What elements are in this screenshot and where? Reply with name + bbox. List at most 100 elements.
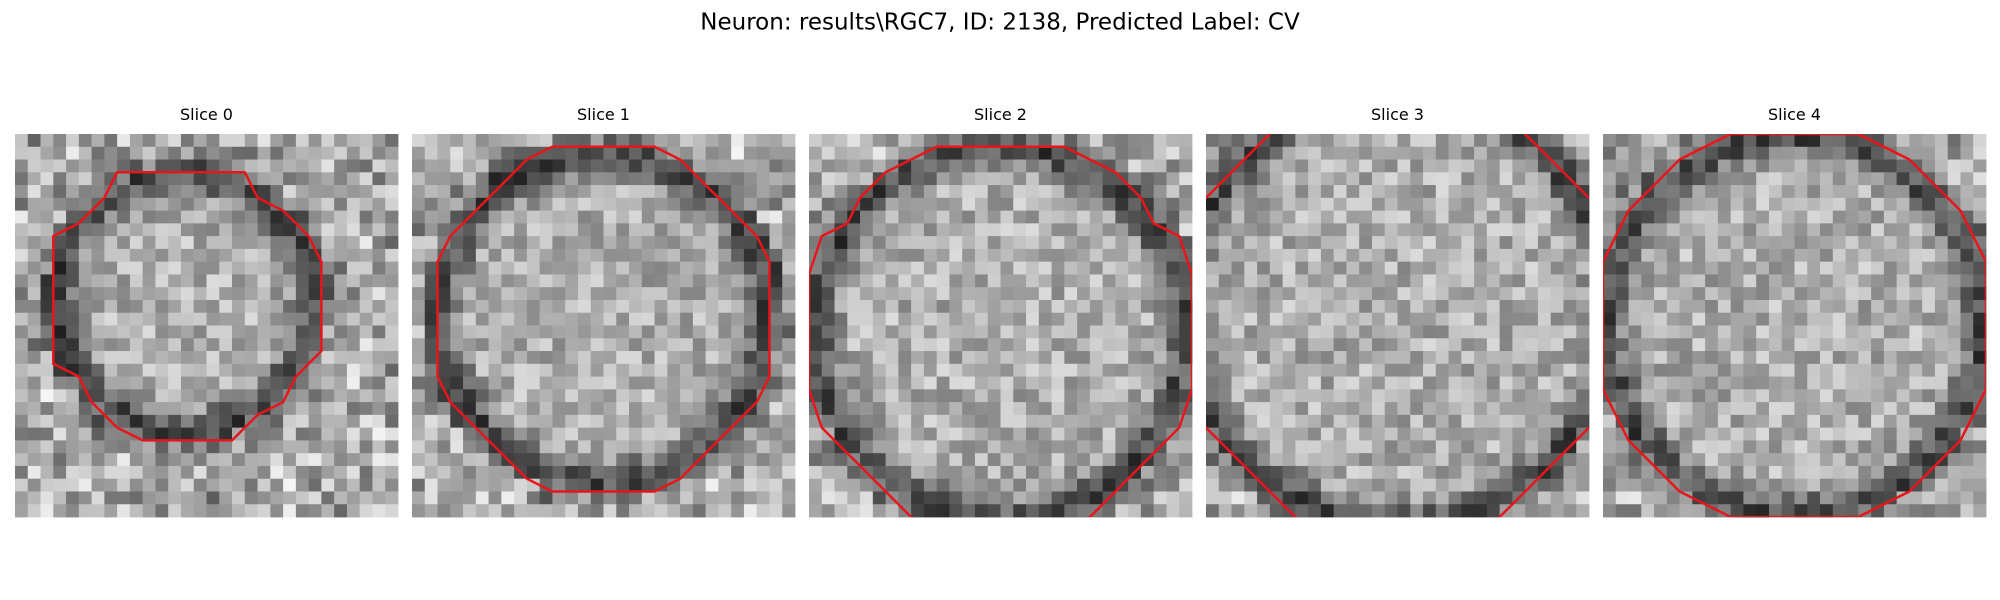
pixel [1832, 185, 1846, 199]
pixel [66, 134, 80, 148]
pixel [1359, 146, 1373, 160]
pixel [731, 236, 745, 250]
pixel [450, 134, 464, 148]
pixel [834, 414, 848, 429]
pixel [590, 491, 604, 505]
pixel [514, 478, 528, 492]
pixel [577, 325, 592, 339]
pixel [1922, 248, 1936, 263]
pixel [1026, 351, 1040, 365]
pixel [1346, 197, 1360, 211]
pixel [1206, 159, 1220, 173]
pixel [1435, 261, 1449, 275]
pixel [936, 325, 950, 339]
pixel [987, 478, 1001, 492]
pixel [168, 491, 182, 505]
pixel [1666, 236, 1680, 250]
pixel [359, 185, 373, 199]
pixel [1717, 351, 1732, 365]
pixel [1512, 504, 1526, 518]
pixel [1153, 287, 1167, 301]
pixel [424, 274, 438, 288]
pixel [142, 325, 156, 339]
pixel [168, 402, 182, 416]
pixel [1166, 376, 1180, 390]
pixel [1909, 363, 1923, 377]
pixel [590, 248, 604, 263]
pixel [923, 478, 938, 492]
pixel [1410, 325, 1424, 339]
pixel [1013, 325, 1027, 339]
pixel [705, 248, 719, 263]
pixel [1896, 414, 1910, 429]
pixel [1537, 287, 1552, 301]
pixel [321, 478, 335, 492]
pixel [1371, 274, 1386, 288]
pixel [514, 299, 528, 314]
pixel [1807, 236, 1821, 250]
pixel [1871, 261, 1885, 275]
pixel [437, 172, 451, 186]
pixel [334, 389, 348, 403]
pixel [1102, 261, 1116, 275]
pixel [1295, 261, 1309, 275]
pixel [809, 325, 823, 339]
pixel [1654, 427, 1668, 441]
pixel [1807, 159, 1821, 173]
pixel [898, 134, 912, 148]
pixel [1423, 236, 1437, 250]
pixel [1934, 134, 1949, 148]
pixel [1845, 159, 1859, 173]
pixel [552, 299, 566, 314]
pixel [1525, 363, 1539, 377]
pixel [104, 261, 118, 275]
pixel [705, 134, 719, 148]
pixel [1654, 491, 1668, 505]
pixel [834, 146, 848, 160]
pixel [769, 197, 783, 211]
pixel [1858, 261, 1872, 275]
pixel [718, 338, 732, 352]
pixel [1883, 274, 1898, 288]
pixel [1269, 223, 1283, 237]
pixel [1666, 146, 1680, 160]
pixel [1525, 210, 1539, 224]
pixel [1486, 185, 1501, 199]
pixel [372, 159, 386, 173]
pixel [1717, 453, 1732, 467]
pixel [1179, 223, 1193, 237]
pixel [1666, 389, 1680, 403]
pixel [1499, 146, 1513, 160]
pixel [1615, 325, 1629, 339]
pixel [1115, 134, 1129, 148]
pixel [1013, 197, 1027, 211]
pixel [1871, 453, 1885, 467]
pixel [1832, 440, 1846, 454]
pixel [552, 440, 566, 454]
pixel [308, 223, 322, 237]
pixel [743, 287, 758, 301]
pixel [270, 248, 284, 263]
pixel [295, 440, 310, 454]
pixel [743, 453, 758, 467]
pixel [718, 402, 732, 416]
pixel [1077, 287, 1091, 301]
pixel [1128, 146, 1142, 160]
pixel [1973, 274, 1987, 288]
pixel [463, 274, 477, 288]
pixel [1537, 453, 1552, 467]
pixel [1679, 363, 1693, 377]
pixel [1603, 491, 1617, 505]
pixel [1486, 491, 1501, 505]
pixel [78, 287, 92, 301]
pixel [1717, 414, 1732, 429]
pixel [974, 440, 989, 454]
pixel [526, 363, 541, 377]
pixel [1486, 376, 1501, 390]
pixel [66, 299, 80, 314]
pixel [629, 478, 643, 492]
pixel [1359, 440, 1373, 454]
pixel [1397, 287, 1411, 301]
pixel [590, 134, 604, 148]
pixel [949, 197, 963, 211]
